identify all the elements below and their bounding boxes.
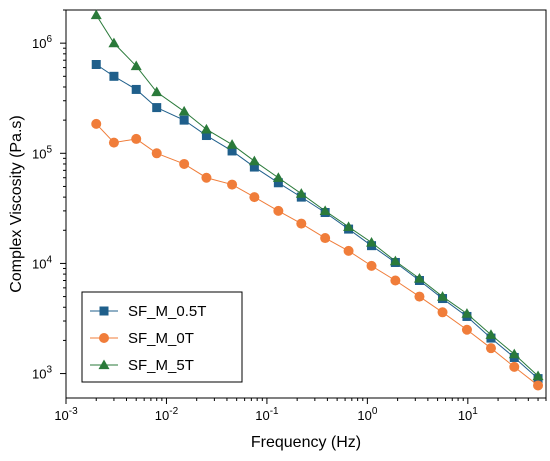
- y-axis-title: Complex Viscosity (Pa.s): [8, 115, 25, 293]
- legend-marker: [98, 359, 110, 370]
- data-point: [485, 343, 496, 354]
- data-point: [296, 218, 307, 229]
- data-point: [178, 105, 190, 116]
- legend-label: SF_M_5T: [128, 357, 194, 374]
- legend-item: SF_M_0.5T: [90, 303, 206, 320]
- data-point: [91, 118, 102, 129]
- y-tick-label: 106: [32, 34, 52, 51]
- y-axis-ticks: 103 104 105 106: [32, 9, 66, 382]
- data-point: [249, 162, 259, 172]
- data-point: [414, 291, 425, 302]
- data-point: [273, 205, 284, 216]
- series-SF_M_0T: [91, 118, 544, 391]
- data-point: [131, 133, 142, 144]
- x-tick-label: 10-3: [54, 406, 78, 423]
- data-point: [152, 103, 162, 113]
- data-point: [109, 71, 119, 81]
- legend-label: SF_M_0T: [128, 330, 194, 347]
- legend-marker: [99, 333, 109, 343]
- data-point: [366, 260, 377, 271]
- data-point: [200, 123, 212, 134]
- data-point: [90, 9, 102, 20]
- data-point: [533, 380, 544, 391]
- data-point: [130, 60, 142, 71]
- legend-item: SF_M_0T: [90, 330, 194, 347]
- legend: SF_M_0.5T SF_M_0T SF_M_5T: [81, 291, 243, 383]
- series-layer: [90, 9, 544, 391]
- y-tick-label: 105: [32, 144, 52, 161]
- data-point: [461, 308, 473, 318]
- legend-box: [81, 291, 243, 383]
- data-point: [226, 139, 238, 149]
- data-point: [248, 155, 260, 166]
- data-point: [437, 307, 448, 318]
- data-point: [151, 148, 162, 159]
- data-point: [227, 179, 238, 190]
- data-point: [485, 329, 497, 339]
- data-point: [437, 291, 449, 301]
- data-point: [179, 158, 190, 169]
- legend-item: SF_M_5T: [90, 357, 194, 374]
- data-point: [108, 137, 119, 148]
- data-point: [151, 86, 163, 97]
- data-point: [343, 221, 355, 231]
- data-point: [319, 205, 331, 216]
- data-point: [249, 192, 260, 203]
- data-point: [91, 60, 101, 70]
- data-point: [179, 115, 189, 125]
- data-point: [272, 172, 284, 182]
- data-point: [461, 324, 472, 335]
- data-point: [343, 245, 354, 256]
- x-tick-label: 100: [357, 406, 377, 423]
- data-point: [131, 84, 141, 94]
- data-point: [508, 348, 520, 359]
- legend-marker: [99, 306, 109, 316]
- y-tick-label: 103: [32, 365, 52, 382]
- data-point: [366, 236, 378, 247]
- data-point: [509, 361, 520, 372]
- data-point: [295, 188, 307, 198]
- data-point: [227, 146, 237, 156]
- x-tick-label: 101: [458, 406, 478, 423]
- data-point: [201, 131, 211, 141]
- data-point: [532, 370, 544, 381]
- data-point: [320, 233, 331, 244]
- data-point: [390, 275, 401, 286]
- data-point: [389, 255, 401, 266]
- x-axis-ticks: 10-3 10-2 10-1 100 101: [54, 398, 547, 423]
- data-point: [273, 178, 283, 188]
- y-tick-label: 104: [32, 254, 52, 271]
- data-point: [108, 37, 120, 48]
- series-SF_M_5T: [90, 9, 544, 381]
- data-point: [201, 172, 212, 183]
- x-tick-label: 10-2: [155, 406, 179, 423]
- data-point: [413, 272, 425, 283]
- legend-label: SF_M_0.5T: [128, 303, 206, 320]
- x-axis-title: Frequency (Hz): [251, 434, 361, 451]
- x-tick-label: 10-1: [255, 406, 279, 423]
